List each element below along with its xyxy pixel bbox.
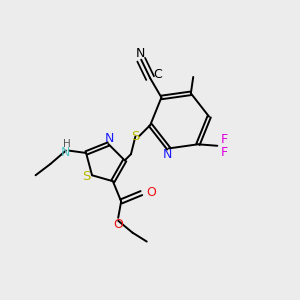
Text: S: S — [131, 130, 140, 143]
Text: C: C — [153, 68, 162, 81]
Text: N: N — [162, 148, 172, 161]
Text: N: N — [61, 146, 70, 159]
Text: S: S — [82, 170, 91, 183]
Text: N: N — [105, 132, 114, 145]
Text: F: F — [220, 146, 227, 159]
Text: O: O — [113, 218, 123, 231]
Text: H: H — [64, 139, 71, 149]
Text: N: N — [136, 47, 145, 60]
Text: O: O — [146, 186, 156, 199]
Text: F: F — [220, 133, 227, 146]
